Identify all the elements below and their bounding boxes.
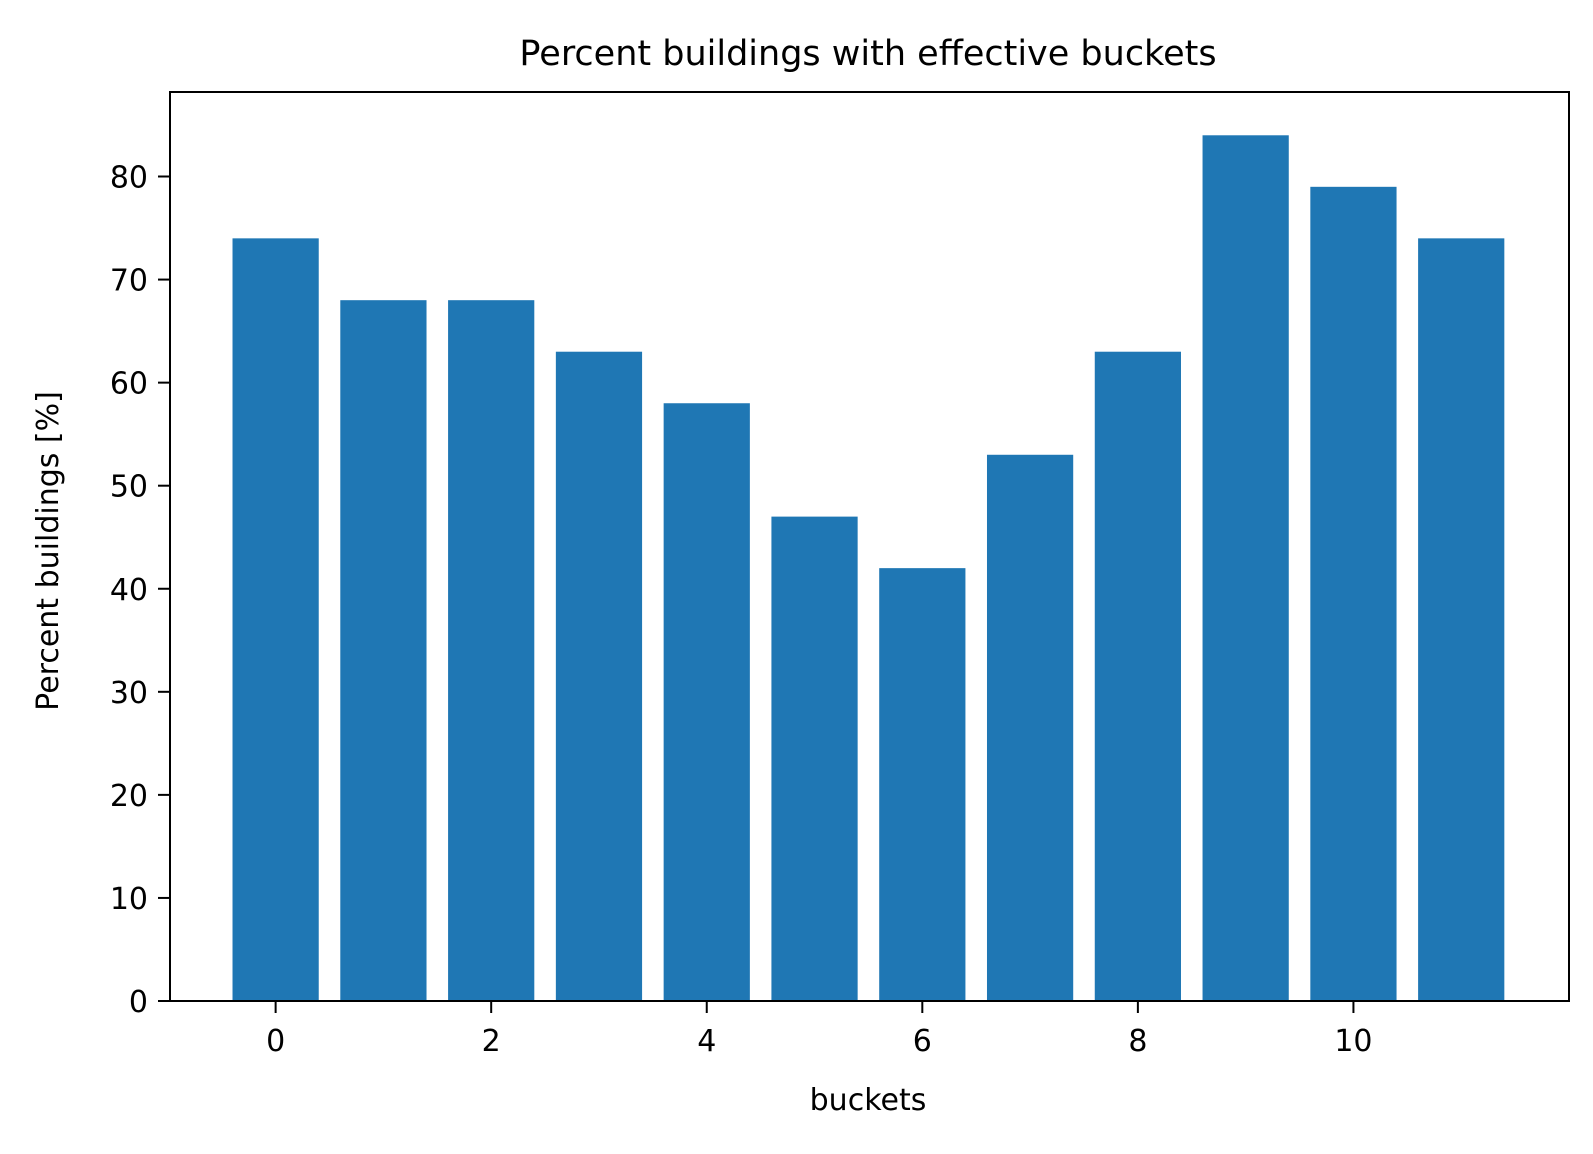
x-tick-label: 8: [1128, 1024, 1147, 1059]
y-tick-label: 40: [110, 573, 148, 608]
y-tick-label: 60: [110, 367, 148, 402]
bar-5: [771, 516, 858, 1001]
plot-area-frame: [169, 91, 1570, 1002]
y-tick-label: 70: [110, 264, 148, 299]
bar-6: [879, 568, 966, 1001]
bar-4: [663, 403, 750, 1002]
y-tick-label: 50: [110, 470, 148, 505]
x-axis-ticks: 0 2 4 6 8 10: [266, 1001, 1373, 1059]
x-tick-label: 2: [482, 1024, 501, 1059]
y-tick-label: 20: [110, 779, 148, 814]
y-tick-label: 80: [110, 161, 148, 196]
bar-10: [1310, 186, 1397, 1001]
bar-2: [448, 300, 535, 1001]
bar-8: [1094, 351, 1181, 1001]
y-axis-label: Percent buildings [%]: [31, 391, 66, 711]
x-tick-label: 10: [1334, 1024, 1372, 1059]
bars-group: [232, 135, 1505, 1002]
bar-0: [232, 238, 319, 1002]
y-tick-label: 30: [110, 676, 148, 711]
y-tick-label: 0: [129, 985, 148, 1020]
bar-9: [1202, 135, 1289, 1002]
x-tick-label: 4: [697, 1024, 716, 1059]
y-axis-ticks: 0 10 20 30 40 50 60 70 80: [110, 161, 170, 1020]
x-tick-label: 0: [266, 1024, 285, 1059]
bar-3: [555, 351, 643, 1001]
bar-7: [986, 454, 1074, 1001]
bar-1: [340, 300, 427, 1001]
x-axis-label: buckets: [810, 1083, 927, 1118]
chart-title: Percent buildings with effective buckets: [519, 34, 1216, 74]
bar-11: [1418, 238, 1505, 1002]
y-tick-label: 10: [110, 882, 148, 917]
x-tick-label: 6: [913, 1024, 932, 1059]
